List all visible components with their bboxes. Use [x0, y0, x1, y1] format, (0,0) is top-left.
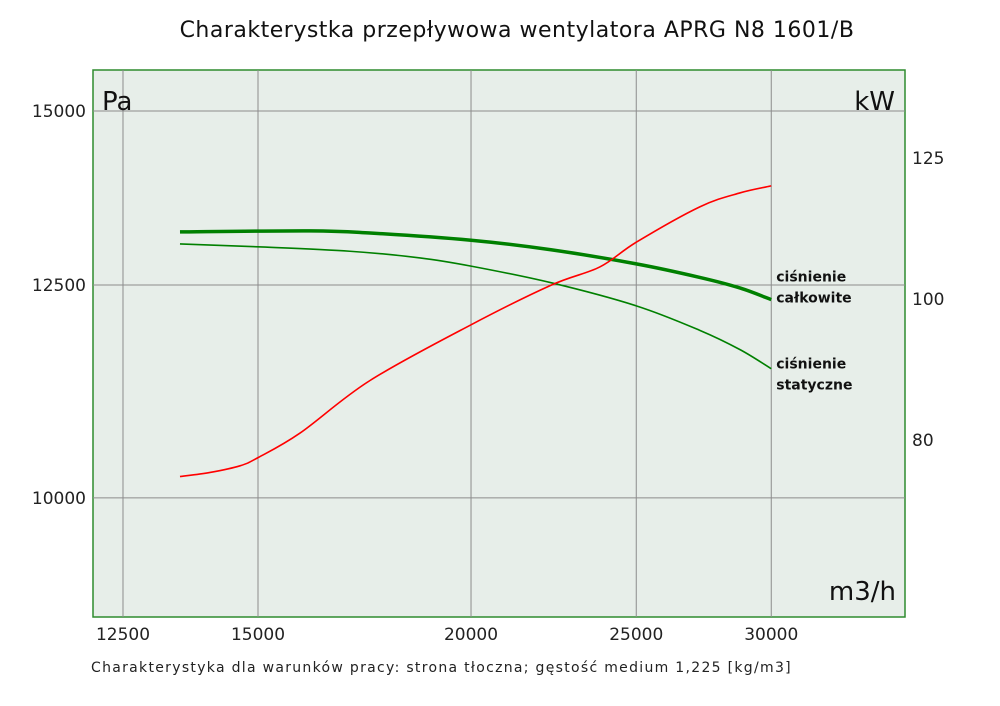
- x-tick-label: 12500: [96, 625, 150, 645]
- curve-label: statyczne: [776, 378, 852, 394]
- x-unit-label: m3/h: [829, 577, 896, 607]
- x-tick-label: 20000: [444, 625, 498, 645]
- y-right-tick-label: 100: [912, 290, 944, 310]
- series-line-total-pressure: [179, 229, 772, 302]
- y-left-tick-label: 12500: [32, 276, 86, 296]
- y-right-unit-label: kW: [854, 87, 895, 117]
- chart-title: Charakterystka przepływowa wentylatora A…: [179, 18, 855, 43]
- x-tick-label: 15000: [231, 625, 285, 645]
- curve-label: ciśnienie: [776, 270, 846, 286]
- x-tick-label: 25000: [609, 625, 663, 645]
- y-right-tick-label: 80: [912, 431, 934, 451]
- y-left-unit-label: Pa: [102, 87, 132, 117]
- y-right-tick-label: 125: [912, 149, 944, 169]
- curve-label: ciśnienie: [776, 357, 846, 373]
- y-left-tick-label: 15000: [32, 102, 86, 122]
- chart-footer-note: Charakterystyka dla warunków pracy: stro…: [91, 660, 792, 676]
- series-line-static-pressure: [179, 243, 772, 370]
- y-left-tick-label: 10000: [32, 489, 86, 509]
- curve-label: całkowite: [776, 291, 851, 307]
- x-tick-label: 30000: [744, 625, 798, 645]
- plot-area: [92, 69, 906, 618]
- series-line-power: [179, 185, 772, 478]
